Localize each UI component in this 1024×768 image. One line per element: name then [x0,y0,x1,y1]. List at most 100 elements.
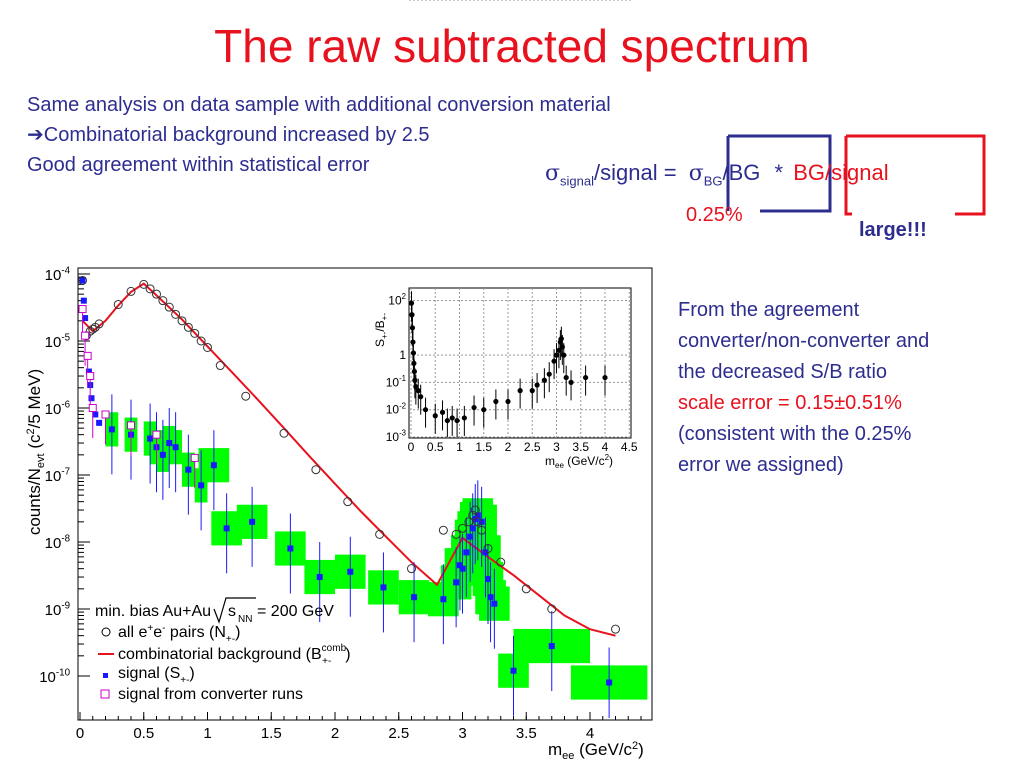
all-pairs-point [113,300,123,310]
all-pairs-point [311,465,321,475]
inset-point [561,352,567,358]
svg-text:= 200 GeV: = 200 GeV [257,603,334,620]
all-pairs-point [483,543,493,553]
signal-point [548,643,555,650]
converter-point [101,410,110,419]
signal-point [474,512,481,519]
signal-point [85,368,92,375]
all-pairs-point [547,604,557,614]
inset-point [583,374,589,381]
signal-point [380,584,387,591]
signal-point [491,600,498,607]
y-axis-label: counts/Nevt (c2/5 MeV) [25,369,47,535]
inset-point [413,384,419,390]
all-pairs-point [196,336,206,346]
legend-entry: signal (S+-) [118,665,195,686]
all-pairs-point [451,529,461,539]
inset-point [432,413,438,419]
all-pairs-point [183,322,193,332]
inset-x-tick-label: 0 [408,440,415,454]
signal-point [82,315,89,322]
inset-point [541,377,547,383]
legend-header: min. bias Au+Au [95,603,211,620]
inset-point [517,388,523,394]
inset-x-tick-label: 4.5 [621,440,638,454]
legend-filled-square-icon [103,673,108,678]
all-pairs-point [190,328,200,338]
signal-point [198,482,205,489]
signal-point [79,277,86,284]
signal-point [485,576,491,583]
signal-point [223,525,230,532]
all-pairs-point [145,284,155,294]
legend-open-square-icon [100,689,110,699]
signal-point [453,579,460,586]
converter-point [127,421,135,430]
conclusion-line: error we assigned) [678,454,844,476]
combinatorial-background-curve [81,282,616,637]
all-pairs-point [496,557,506,567]
signal-point [92,411,99,418]
inset-x-tick-label: 2 [505,440,512,454]
inset-point [493,398,499,405]
signal-point [463,549,470,556]
signal-point [210,462,217,469]
inset-x-tick-label: 1 [456,440,463,454]
all-pairs-point [279,428,289,438]
inset-y-tick-label: 1 [399,348,406,362]
signal-point [469,525,476,532]
signal-point [108,426,115,433]
all-pairs-point [464,517,474,527]
slide-title: The raw subtracted spectrum [214,20,810,72]
all-pairs-point [126,286,136,296]
inset-point [418,394,424,400]
all-pairs-point [203,342,212,352]
signal-point [606,679,613,686]
signal-point [147,435,154,442]
all-pairs-point [438,525,448,535]
all-pairs-point [78,275,88,285]
intro-line: Good agreement within statistical error [27,154,370,176]
x-tick-label: 3.5 [516,725,537,742]
converter-point [83,351,92,360]
inset-point [412,377,418,383]
inset-point [454,417,460,424]
svg-text:NN: NN [238,614,252,625]
signal-point [172,444,179,451]
all-pairs-point [88,324,98,334]
inset-point [529,388,535,394]
inset-point [481,407,487,413]
inset-point [415,388,421,394]
inset-x-tick-label: 1.5 [475,440,492,454]
signal-point [482,549,489,556]
all-pairs-point [611,624,620,634]
signal-point [185,466,192,473]
signal-point [88,395,95,402]
pct-label: 0.25% [686,204,743,226]
inset-point [568,379,574,385]
inset-x-tick-label: 0.5 [427,440,444,454]
all-pairs-point [94,319,104,329]
x-tick-label: 2 [331,725,339,742]
arrow-right-icon: ➔ [27,124,44,146]
signal-point [487,594,494,601]
legend-entry: signal from converter runs [118,686,303,703]
scale-error-line: scale error = 0.15±0.51% [678,392,902,414]
signal-point [166,440,173,447]
inset-point [505,398,511,405]
converter-point [86,372,95,381]
inset-point [563,374,569,381]
x-tick-label: 3 [458,725,466,742]
signal-point [96,419,103,426]
inset-x-tick-label: 3 [553,440,560,454]
all-pairs-point [468,510,478,520]
inset-point [439,409,446,415]
conclusion-text: From the agreement converter/non-convert… [678,295,1008,481]
all-pairs-point [458,523,467,533]
x-tick-label: 0.5 [133,725,154,742]
signal-point [411,594,418,601]
all-pairs-point [152,289,161,299]
all-pairs-point [407,564,416,574]
inset-point [602,374,608,381]
